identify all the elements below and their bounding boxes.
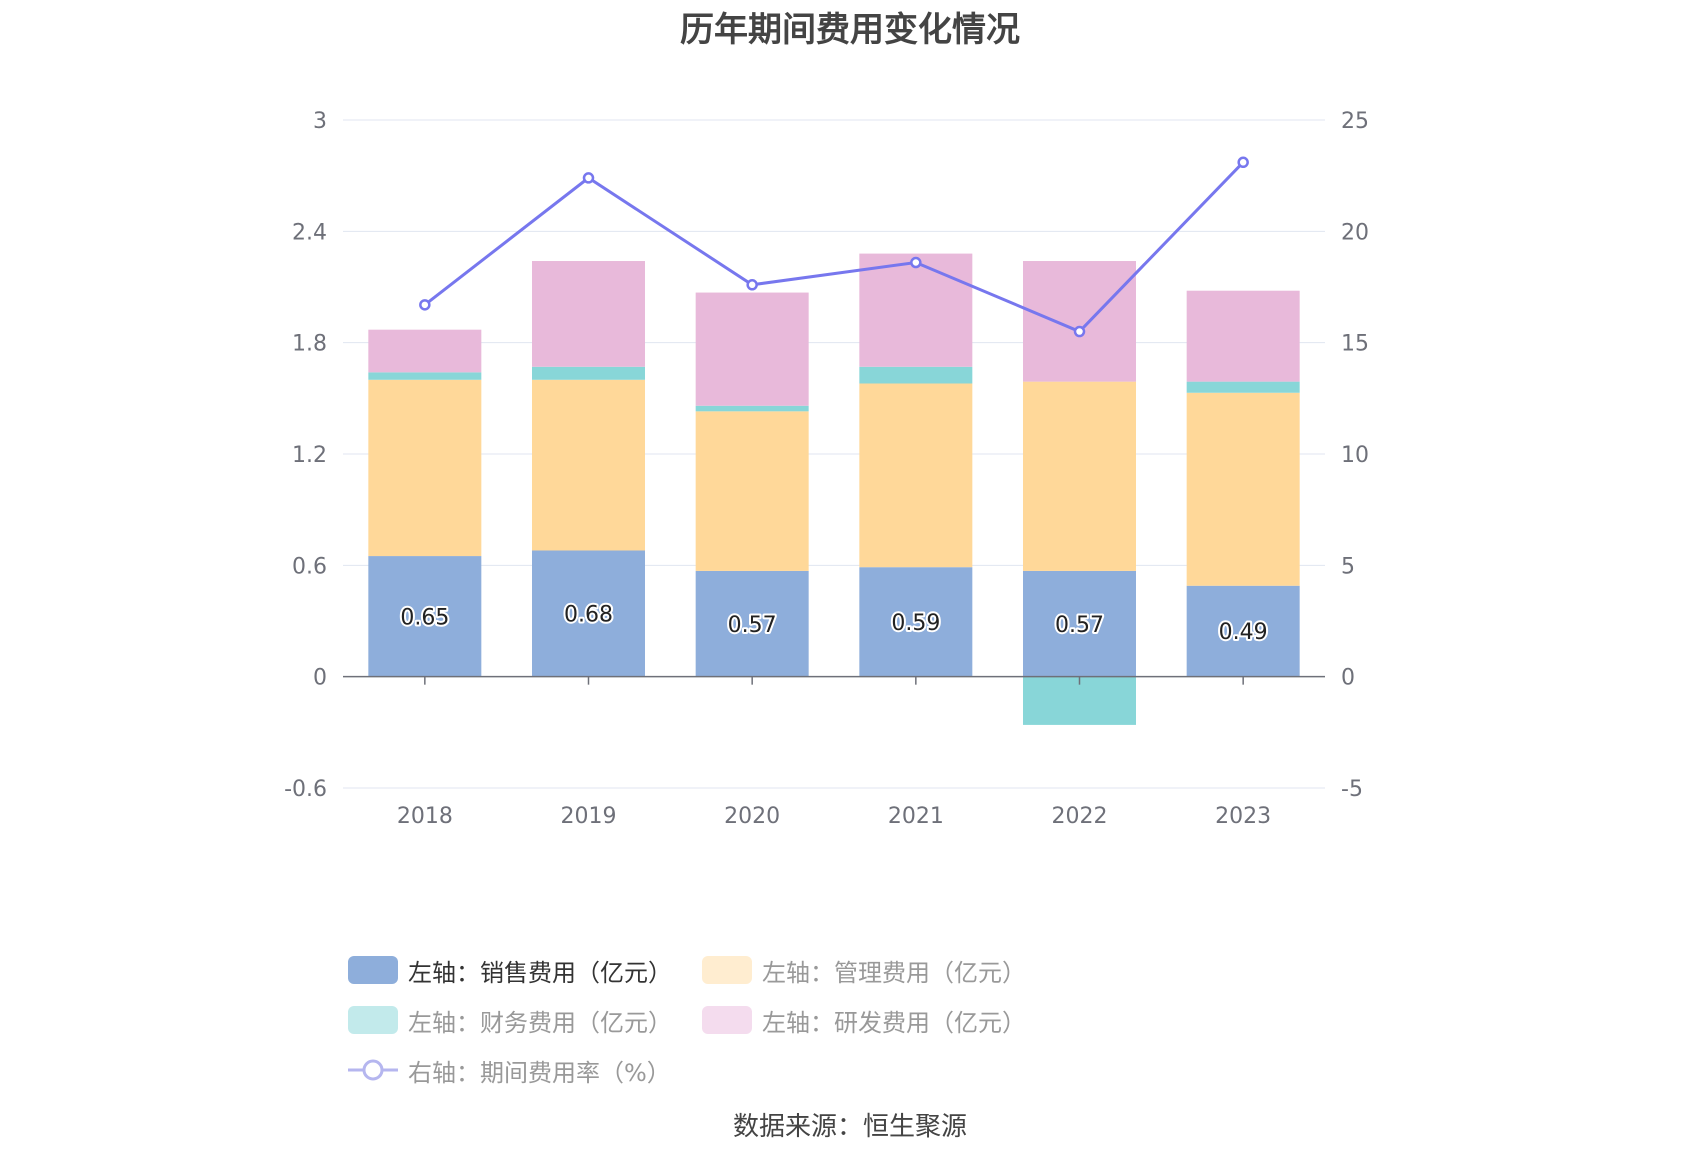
x-tick-label: 2020 [724,804,780,829]
y-left-tick-label: 1.8 [292,332,327,357]
bar-admin [1023,381,1136,571]
x-tick-label: 2019 [561,804,617,829]
bar-sales [859,567,973,677]
rate-point [1237,156,1249,169]
legend-item-rnd[interactable]: 左轴：研发费用（亿元） [702,1005,1026,1037]
y-right-tick-label: 15 [1341,332,1369,357]
x-tick-label: 2018 [397,804,453,829]
bar-sales [368,556,482,677]
data-label: 0.57 [1055,613,1104,638]
y-right-tick-label: 25 [1341,109,1369,134]
y-left-tick-label: 1.2 [292,443,327,468]
data-label: 0.65 [400,605,449,630]
bar-admin [859,383,973,568]
bar-finance [368,372,482,380]
bar-rnd [532,261,645,367]
legend-item-admin[interactable]: 左轴：管理费用（亿元） [702,955,1026,987]
bar-finance [532,366,645,380]
rate-point [910,256,922,269]
legend-label: 左轴：销售费用（亿元） [408,958,672,987]
x-tick-label: 2021 [888,804,944,829]
bar-rnd [695,292,809,406]
x-tick-label: 2022 [1052,804,1108,829]
legend-label: 右轴：期间费用率（%） [408,1058,671,1087]
data-label: 0.68 [564,603,613,628]
line-circle-icon [348,1059,398,1081]
bar-admin [368,379,482,557]
rate-point [746,279,758,291]
bar-admin [1186,392,1300,586]
bar-admin [532,379,645,551]
data-label: 0.57 [728,613,777,638]
y-right-tick-label: 10 [1341,443,1369,468]
rate-line [423,161,1245,334]
legend-swatch-finance [348,1006,398,1034]
bar-finance [1186,381,1300,393]
bar-admin [695,411,809,571]
legend-swatch-sales [348,956,398,984]
bar-sales [1023,570,1136,677]
y-left-tick-label: 2.4 [292,220,327,245]
legend-swatch-admin [702,956,752,984]
bar-rnd [859,253,973,367]
bar-finance [859,366,973,384]
legend-label: 左轴：管理费用（亿元） [762,958,1026,987]
y-left-tick-label: -0.6 [284,777,327,802]
bar-sales [1186,585,1300,677]
legend-item-sales[interactable]: 左轴：销售费用（亿元） [348,955,672,987]
y-right-tick-label: -5 [1341,777,1363,802]
rate-point [582,172,595,184]
legend-item-rate[interactable]: 右轴：期间费用率（%） [348,1055,671,1087]
chart-legend: 左轴：销售费用（亿元） 左轴：管理费用（亿元） 左轴：财务费用（亿元） 左轴：研发费用… [348,955,1368,1087]
bar-rnd [368,329,482,373]
y-right-tick-label: 5 [1341,554,1355,579]
y-left-tick-label: 0 [313,666,327,691]
rate-point [1073,325,1086,338]
bar-rnd [1186,290,1300,382]
legend-item-finance[interactable]: 左轴：财务费用（亿元） [348,1005,672,1037]
rate-point [419,299,431,311]
legend-label: 左轴：研发费用（亿元） [762,1008,1026,1037]
bar-sales [532,550,645,677]
y-right-tick-label: 0 [1341,666,1355,691]
x-tick-label: 2023 [1215,804,1271,829]
y-right-tick-label: 20 [1341,220,1369,245]
bar-sales [695,570,809,677]
chart-title: 历年期间费用变化情况 [680,10,1020,50]
bar-finance [1023,676,1136,725]
bar-finance [695,405,809,412]
data-label: 0.49 [1219,620,1268,645]
data-label: 0.59 [891,611,940,636]
bar-rnd [1023,261,1136,382]
data-source: 数据来源：恒生聚源 [732,1112,967,1142]
legend-swatch-rnd [702,1006,752,1034]
y-left-tick-label: 3 [313,109,327,134]
y-left-tick-label: 0.6 [292,554,327,579]
legend-label: 左轴：财务费用（亿元） [408,1008,672,1037]
